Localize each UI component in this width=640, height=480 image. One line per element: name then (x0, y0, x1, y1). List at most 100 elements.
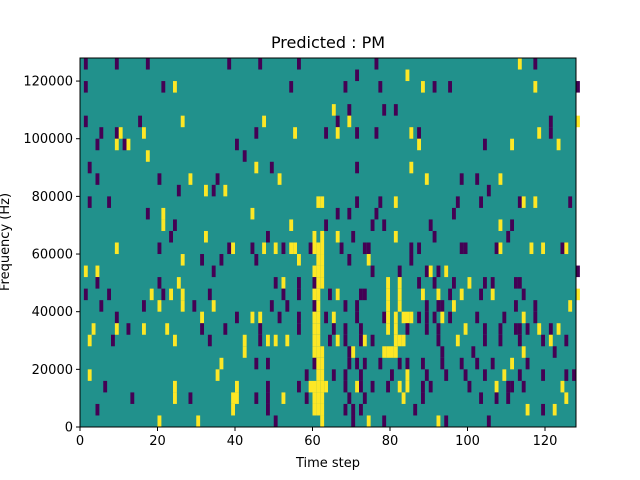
heatmap-cell (328, 334, 332, 347)
heatmap-cell (180, 288, 185, 301)
heatmap-cell (370, 380, 375, 393)
heatmap-cell (455, 334, 460, 347)
y-tick-label: 40000 (32, 305, 73, 320)
heatmap-cell (258, 311, 263, 324)
heatmap-cell (122, 138, 127, 151)
heatmap-cell (145, 58, 150, 70)
heatmap-cell (320, 277, 325, 289)
heatmap-cell (312, 230, 317, 243)
heatmap-cell (188, 392, 193, 404)
heatmap-cell (382, 104, 387, 116)
heatmap-cell (231, 242, 236, 255)
heatmap-cell (114, 138, 119, 151)
heatmap-cell (514, 277, 518, 289)
heatmap-cell (316, 334, 321, 347)
heatmap-cell (118, 127, 123, 139)
heatmap-cell (421, 392, 425, 404)
y-tick-label: 0 (65, 421, 73, 436)
heatmap-cell (510, 380, 515, 393)
heatmap-cell (250, 242, 255, 255)
heatmap-cell (576, 115, 580, 128)
heatmap-cell (393, 196, 398, 208)
heatmap-cell (564, 334, 569, 347)
heatmap-cell (320, 403, 325, 416)
heatmap-cell (316, 403, 321, 416)
heatmap-cell (231, 392, 236, 404)
heatmap-cell (397, 277, 402, 289)
heatmap-cell (316, 311, 321, 324)
heatmap-cell (262, 242, 267, 255)
heatmap-cell (95, 173, 100, 185)
heatmap-cell (486, 184, 491, 197)
heatmap-cell (362, 392, 367, 404)
heatmap-cell (386, 277, 391, 289)
heatmap-cell (343, 334, 348, 347)
plot-frame (79, 57, 577, 428)
heatmap-cell (533, 196, 538, 208)
heatmap-cell (87, 369, 92, 381)
heatmap-cell (281, 288, 286, 301)
heatmap-cell (533, 300, 538, 312)
heatmap-cell (362, 357, 367, 370)
heatmap-cell (393, 323, 398, 335)
heatmap-cell (200, 254, 205, 266)
heatmap-cell (576, 288, 580, 301)
heatmap-cell (304, 392, 309, 404)
heatmap-cell (215, 173, 220, 185)
heatmap-cell (393, 104, 398, 116)
heatmap-cell (161, 288, 166, 301)
heatmap-cell (180, 300, 185, 312)
heatmap-cell (366, 415, 371, 427)
heatmap-cell (405, 323, 410, 335)
heatmap-cell (490, 288, 495, 301)
heatmap-cell (254, 357, 259, 370)
heatmap-cell (87, 161, 92, 174)
heatmap-cell (254, 161, 259, 174)
heatmap-cell (386, 311, 391, 324)
heatmap-cell (432, 311, 437, 324)
heatmap-cell (254, 127, 259, 139)
x-tick-label: 20 (149, 434, 166, 449)
heatmap-cell (173, 81, 177, 93)
heatmap-cell (347, 357, 352, 370)
heatmap-cell (452, 277, 456, 289)
heatmap-cell (165, 323, 170, 335)
heatmap-cell (498, 334, 503, 347)
heatmap-cell (556, 323, 561, 335)
heatmap-cell (517, 323, 522, 335)
heatmap-cell (448, 311, 453, 324)
heatmap-cell (467, 380, 472, 393)
heatmap-cell (351, 346, 356, 358)
heatmap-cell (258, 58, 263, 70)
heatmap-cell (397, 288, 402, 301)
heatmap-cell (331, 323, 336, 335)
heatmap-cell (436, 415, 441, 427)
heatmap-cell (173, 392, 177, 404)
heatmap-cell (355, 161, 360, 174)
heatmap-cell (173, 334, 177, 347)
y-axis: 0 20000 40000 60000 80000 100000 120000 (23, 75, 80, 436)
heatmap-cell (114, 323, 119, 335)
heatmap-cell (258, 334, 263, 347)
heatmap-cell (277, 311, 282, 324)
heatmap-cell (444, 415, 449, 427)
heatmap-cell (87, 334, 92, 347)
heatmap-cell (452, 300, 456, 312)
heatmap-cell (417, 138, 422, 151)
heatmap-cell (266, 230, 270, 243)
heatmap-cell (211, 265, 216, 278)
heatmap-cell (494, 242, 499, 255)
y-axis-label: Frequency (Hz) (0, 193, 13, 291)
heatmap-cell (351, 230, 356, 243)
chart-title: Predicted : PM (271, 33, 385, 52)
heatmap-cell (421, 81, 425, 93)
heatmap-cell (235, 392, 239, 404)
heatmap-cell (564, 369, 569, 381)
heatmap-cell (366, 254, 371, 266)
heatmap-cell (475, 311, 480, 324)
y-tick-label: 20000 (32, 363, 73, 378)
heatmap-cell (297, 288, 301, 301)
heatmap-cell (494, 392, 499, 404)
heatmap-cell (374, 127, 379, 139)
heatmap-cells (83, 58, 580, 427)
